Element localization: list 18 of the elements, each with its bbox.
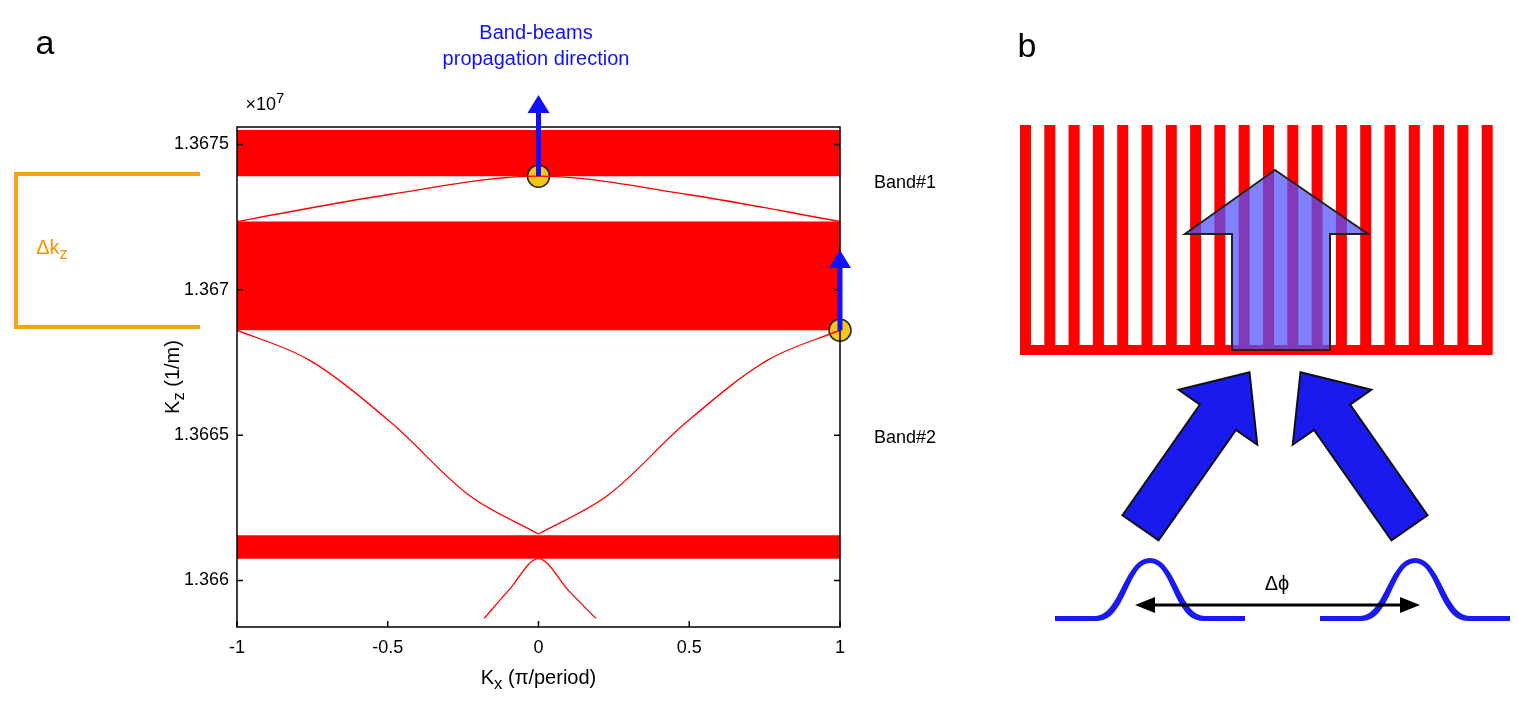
y-tick-label: 1.3675 (173, 133, 229, 154)
text: ×10$^{7}$ (245, 89, 285, 115)
x-tick-label: -0.5 (372, 636, 404, 657)
x-axis-title: K$_{x}$ (π/period) (480, 666, 597, 694)
text: Band-beams propagation direction (441, 20, 631, 71)
x-tick-label: 0 (533, 636, 544, 657)
text: Band#1 (873, 171, 937, 193)
y-tick-label: 1.366 (183, 569, 229, 590)
text: Δϕ (1264, 571, 1290, 595)
y-tick-label: 1.367 (183, 278, 229, 299)
x-tick-label: -1 (228, 636, 246, 657)
text: Band#2 (873, 426, 937, 448)
x-tick-label: 1 (834, 636, 846, 657)
text: a (35, 22, 55, 62)
text: b (1017, 25, 1037, 65)
x-tick-label: 0.5 (676, 636, 702, 657)
y-tick-label: 1.3665 (173, 424, 229, 445)
text: Δk$_{z}$ (36, 236, 68, 264)
